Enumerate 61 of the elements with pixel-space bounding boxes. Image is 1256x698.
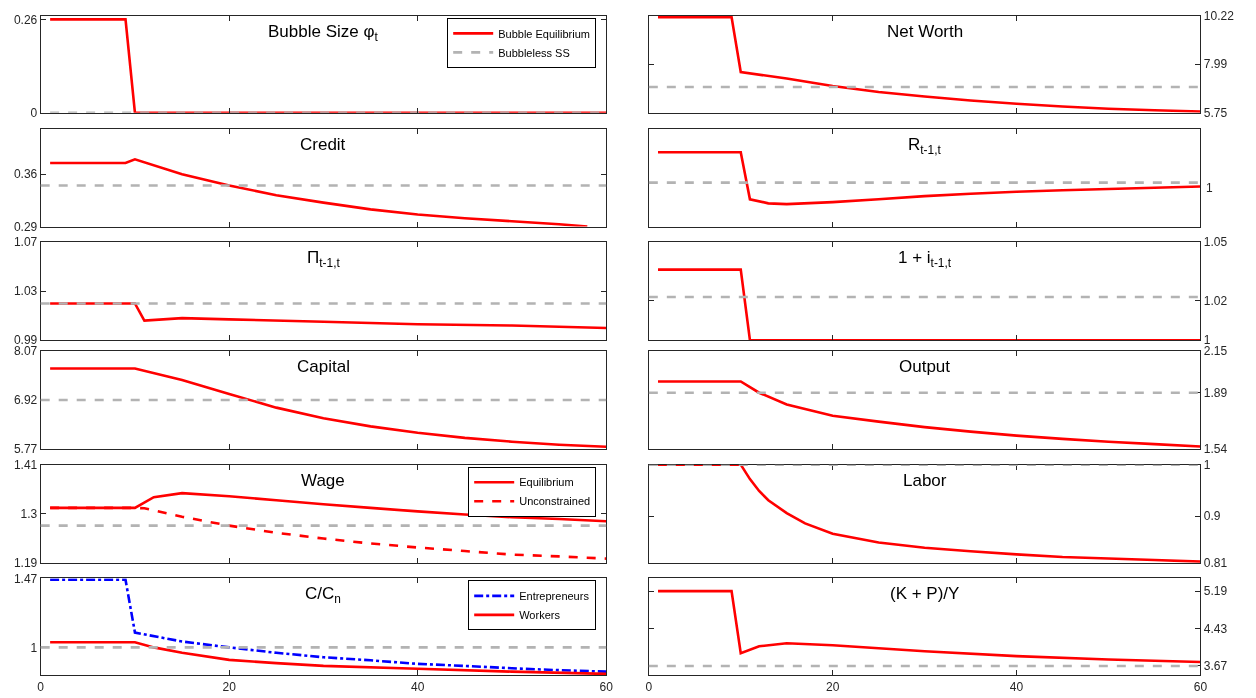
y-tick-label: 0.81 bbox=[1203, 555, 1228, 570]
chart-title: Output bbox=[899, 357, 951, 376]
line-series bbox=[656, 15, 1201, 113]
y-tick-label: 1.47 bbox=[13, 571, 38, 586]
x-tick-label: 20 bbox=[826, 679, 840, 694]
legend-label: Bubbleless SS bbox=[498, 46, 570, 59]
y-tick-label: 5.75 bbox=[1203, 106, 1228, 121]
line-series bbox=[48, 302, 607, 330]
line-series bbox=[48, 578, 607, 673]
y-tick-label: 1.07 bbox=[13, 235, 38, 250]
y-tick-label: 1.3 bbox=[20, 506, 38, 521]
x-tick-label: 40 bbox=[1009, 679, 1024, 694]
line-series bbox=[48, 640, 607, 676]
y-tick-label: 1 bbox=[1203, 457, 1211, 472]
text: 1 + i$_{t-1,t}$ bbox=[898, 248, 952, 270]
x-tick-label: 40 bbox=[410, 679, 425, 694]
y-tick-label: 0.36 bbox=[13, 167, 38, 182]
legend-label: Workers bbox=[519, 609, 561, 622]
x-tick-label: 60 bbox=[599, 679, 614, 694]
x-tick-label: 0 bbox=[645, 679, 653, 694]
y-tick-label: 6.92 bbox=[13, 393, 38, 408]
legend-label: Entrepreneurs bbox=[519, 590, 590, 603]
chart-title: Net Worth bbox=[887, 22, 964, 41]
y-tick-label: 1.89 bbox=[1203, 385, 1228, 400]
legend-label: Equilibrium bbox=[519, 476, 574, 489]
y-tick-label: 10.22 bbox=[1203, 9, 1235, 24]
x-tick-label: 60 bbox=[1193, 679, 1208, 694]
line-series bbox=[656, 464, 1201, 563]
chart-title: Credit bbox=[300, 135, 346, 154]
y-tick-label: 1.03 bbox=[13, 284, 38, 299]
chart-title: (K + P)/Y bbox=[890, 584, 960, 603]
chart-title: Labor bbox=[903, 471, 947, 490]
y-tick-label: 1.19 bbox=[13, 555, 38, 570]
y-tick-label: 1.41 bbox=[13, 457, 38, 472]
y-tick-label: 0.26 bbox=[13, 12, 38, 27]
y-tick-label: 2.15 bbox=[1203, 344, 1228, 359]
line-series bbox=[656, 380, 1201, 448]
chart-title: C/C$_{n}$ bbox=[305, 584, 341, 606]
y-tick-label: 1.05 bbox=[1203, 235, 1228, 250]
y-tick-label: 0.29 bbox=[13, 219, 38, 234]
y-tick-label: 1.54 bbox=[1203, 442, 1228, 457]
y-tick-label: 0 bbox=[30, 106, 38, 121]
y-tick-label: 8.07 bbox=[13, 344, 38, 359]
chart-title: R$_{t-1,t}$ bbox=[908, 135, 942, 157]
line-series bbox=[48, 158, 589, 227]
legend-label: Unconstrained bbox=[519, 495, 591, 508]
y-tick-label: 0.9 bbox=[1203, 509, 1221, 524]
y-tick-label: 5.19 bbox=[1203, 584, 1228, 599]
y-tick-label: 3.67 bbox=[1203, 659, 1228, 674]
y-tick-label: 1.02 bbox=[1203, 294, 1228, 309]
y-tick-label: 7.99 bbox=[1203, 57, 1228, 72]
legend-label: Bubble Equilibrium bbox=[498, 27, 590, 40]
y-tick-label: 4.43 bbox=[1203, 621, 1228, 636]
y-tick-label: 5.77 bbox=[13, 442, 38, 457]
text: Π$_{t-1,t}$ bbox=[307, 248, 341, 270]
chart-title: Capital bbox=[297, 357, 350, 376]
chart-title: Bubble Size φ$_{t}$ bbox=[268, 22, 379, 44]
x-tick-label: 20 bbox=[222, 679, 237, 694]
chart-title: Wage bbox=[301, 471, 345, 490]
line-series bbox=[656, 589, 1201, 664]
y-tick-label: 1 bbox=[30, 640, 38, 655]
